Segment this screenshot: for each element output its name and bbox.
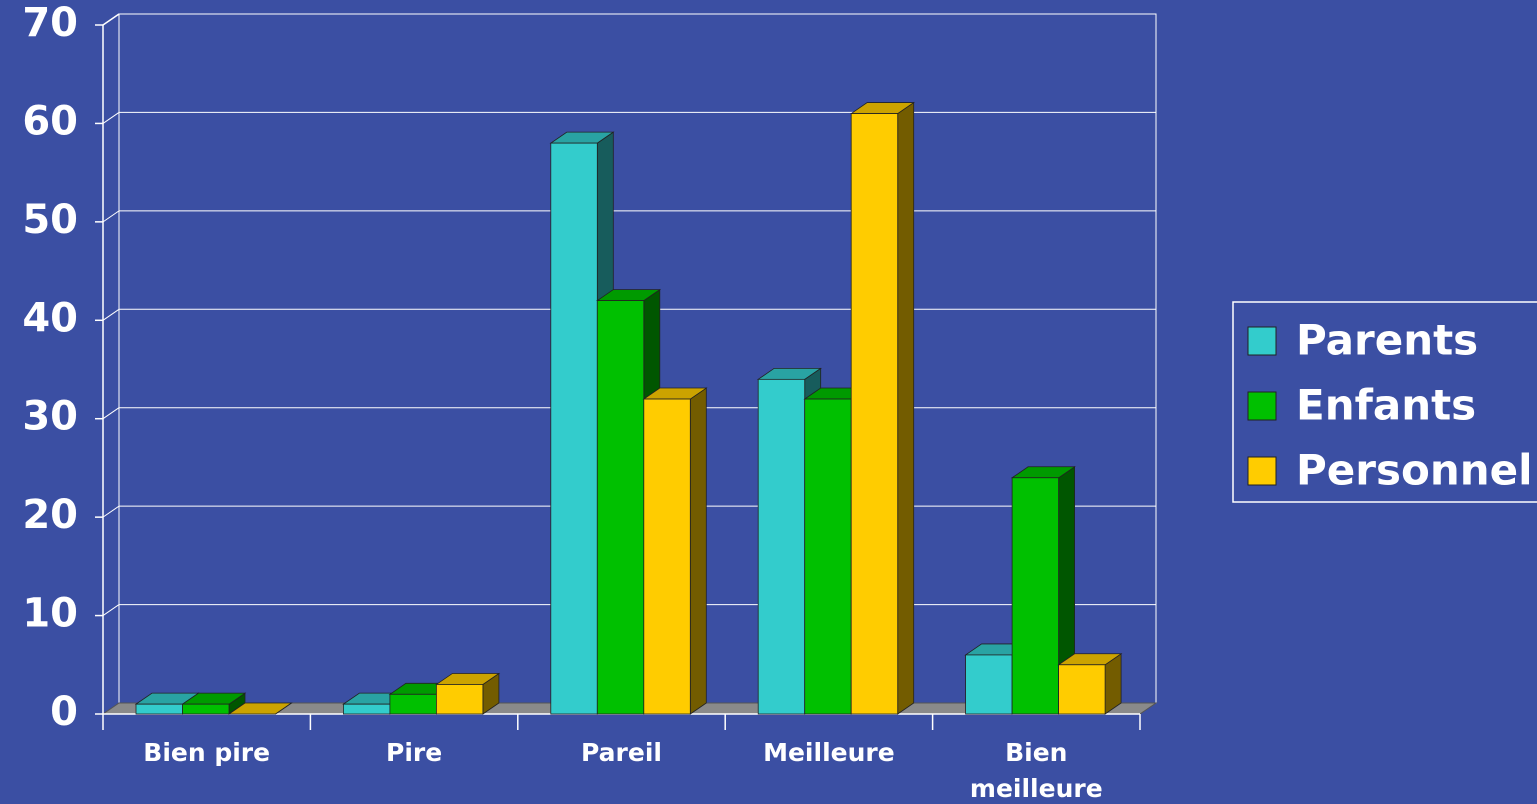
- bar-front: [1058, 664, 1106, 715]
- bar: [642, 387, 708, 715]
- bar-front: [135, 703, 183, 715]
- bar: [1057, 653, 1123, 715]
- y-tick-label: 0: [50, 689, 78, 735]
- grid-line: [102, 308, 120, 321]
- bar-front: [550, 142, 598, 715]
- y-tick-label: 30: [22, 394, 78, 440]
- grid-line: [102, 13, 120, 26]
- bar-front: [643, 398, 691, 715]
- y-tick-label: 50: [22, 197, 78, 243]
- bar-front: [182, 703, 230, 715]
- y-tick-label: 20: [22, 492, 78, 538]
- bar-front: [1011, 477, 1059, 715]
- y-tick-label: 70: [22, 0, 78, 46]
- legend-swatch: [1247, 456, 1277, 486]
- x-tick-label: Bien meilleure: [969, 738, 1103, 803]
- legend-box: [1232, 301, 1537, 503]
- y-tick-label: 60: [22, 98, 78, 144]
- grid-line: [102, 112, 120, 124]
- legend-swatch: [1247, 326, 1277, 356]
- bar-side: [689, 387, 707, 715]
- legend-label: Personnel: [1296, 446, 1533, 495]
- x-tick-label: Pire: [386, 738, 443, 767]
- grid-line: [102, 505, 120, 518]
- bar-front: [850, 113, 899, 715]
- legend-swatch: [1247, 391, 1277, 421]
- bar-side: [897, 101, 915, 715]
- grid-line: [102, 407, 120, 420]
- bar-front: [965, 654, 1013, 715]
- legend-label: Parents: [1296, 316, 1478, 365]
- legend-label: Enfants: [1296, 381, 1476, 430]
- y-tick-label: 40: [22, 295, 78, 341]
- y-tick-label: 10: [22, 591, 78, 637]
- bar-top: [227, 702, 293, 715]
- bar-front: [596, 300, 645, 715]
- bar: [849, 101, 915, 715]
- x-tick-label: Meilleure: [763, 738, 895, 767]
- bar-front: [757, 378, 806, 715]
- grid-line: [102, 604, 120, 616]
- x-tick-label: Pareil: [581, 738, 662, 767]
- bar-front: [804, 398, 852, 715]
- bar: [435, 672, 501, 715]
- x-tick-label: Bien pire: [143, 738, 271, 767]
- bar: [227, 702, 293, 715]
- bar-front: [435, 684, 484, 715]
- grid-line: [102, 210, 120, 223]
- bar: [181, 692, 247, 715]
- bar-front: [389, 693, 437, 715]
- bar-front: [342, 703, 391, 715]
